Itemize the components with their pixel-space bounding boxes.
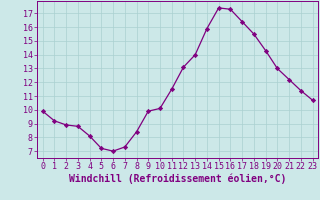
X-axis label: Windchill (Refroidissement éolien,°C): Windchill (Refroidissement éolien,°C) <box>69 174 286 184</box>
